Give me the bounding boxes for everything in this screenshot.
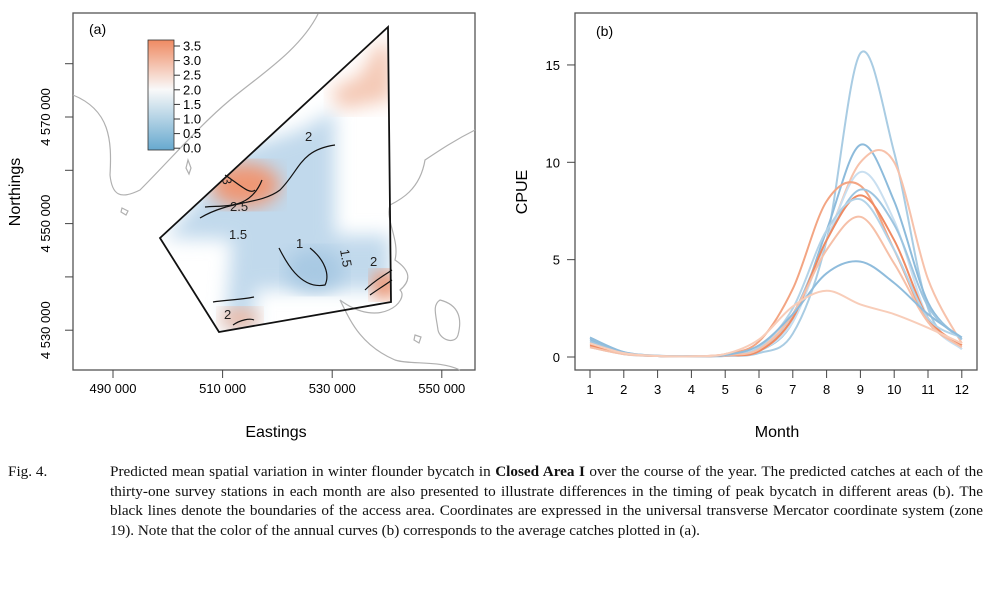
- caption-text-part: over the course of the year. The predict…: [110, 463, 984, 539]
- x-tick-label-b: 1: [586, 382, 593, 397]
- y-axis-label-a: Northings: [7, 158, 24, 226]
- figure: 3 2.5 2 1.5 1 1.5 2 2 (a) 3.53.02.52.01.…: [7, 12, 978, 441]
- contour-label: 2: [224, 307, 231, 322]
- y-tick-label-a: 4 570 000: [38, 88, 53, 146]
- access-area-boundary: [158, 24, 392, 333]
- x-tick-label-b: 7: [789, 382, 796, 397]
- x-tick-label-b: 6: [755, 382, 762, 397]
- contour-label: 1: [296, 236, 303, 251]
- y-tick-label-b: 0: [553, 350, 560, 365]
- legend-tick-label: 1.5: [183, 97, 201, 112]
- x-tick-label-b: 8: [823, 382, 830, 397]
- legend-tick-label: 3.0: [183, 53, 201, 68]
- panel-label-a: (a): [89, 21, 106, 37]
- x-tick-label-b: 9: [857, 382, 864, 397]
- plot-frame-b: [574, 12, 978, 371]
- legend-tick-label: 1.0: [183, 112, 201, 127]
- caption-bold: Closed Area I: [495, 463, 585, 480]
- x-tick-label-b: 5: [722, 382, 729, 397]
- x-tick-label-a: 510 000: [199, 381, 246, 396]
- x-axis-label-a: Eastings: [245, 424, 306, 441]
- x-tick-label-b: 10: [887, 382, 901, 397]
- x-tick-label-a: 550 000: [418, 381, 465, 396]
- x-tick-label-b: 3: [654, 382, 661, 397]
- legend-tick-label: 2.0: [183, 82, 201, 97]
- legend-tick-label: 2.5: [183, 68, 201, 83]
- bycatch-surface: [165, 40, 391, 330]
- contour-label: 2: [305, 129, 312, 144]
- x-tick-label-b: 2: [620, 382, 627, 397]
- caption-text-part: Predicted mean spatial variation in wint…: [110, 463, 496, 480]
- x-tick-label-b: 11: [921, 382, 935, 397]
- x-axis-label-b: Month: [755, 424, 799, 441]
- series-line-station-11: [589, 289, 963, 358]
- x-tick-label-b: 12: [955, 382, 969, 397]
- coastline: [72, 13, 476, 371]
- contour-labels: 3 2.5 2 1.5 1 1.5 2 2: [219, 129, 377, 322]
- x-tick-label-b: 4: [688, 382, 695, 397]
- legend-tick-label: 0.5: [183, 126, 201, 141]
- x-tick-label-a: 530 000: [309, 381, 356, 396]
- panel-label-b: (b): [596, 23, 613, 39]
- legend-tick-label: 0.0: [183, 141, 201, 156]
- contour-label: 3: [219, 176, 235, 186]
- panel-a-map: 3 2.5 2 1.5 1 1.5 2 2 (a) 3.53.02.52.01.…: [7, 12, 476, 441]
- contour-label: 1.5: [229, 227, 247, 242]
- color-legend: 3.53.02.52.01.51.00.50.0: [147, 39, 201, 156]
- y-tick-label-b: 10: [546, 155, 560, 170]
- x-tick-label-a: 490 000: [90, 381, 137, 396]
- contour-label: 2.5: [230, 199, 248, 214]
- y-tick-label-a: 4 550 000: [38, 195, 53, 253]
- y-tick-label-b: 15: [546, 58, 560, 73]
- contour-label: 1.5: [337, 248, 355, 268]
- y-axis-label-b: CPUE: [514, 170, 531, 214]
- y-tick-label-b: 5: [553, 253, 560, 268]
- contour-label: 2: [370, 254, 377, 269]
- caption-text: Predicted mean spatial variation in wint…: [110, 462, 983, 540]
- figure-caption: Fig. 4. Predicted mean spatial variation…: [8, 462, 983, 540]
- y-tick-label-a: 4 530 000: [38, 301, 53, 359]
- legend-tick-label: 3.5: [183, 39, 201, 54]
- caption-label: Fig. 4.: [8, 463, 48, 480]
